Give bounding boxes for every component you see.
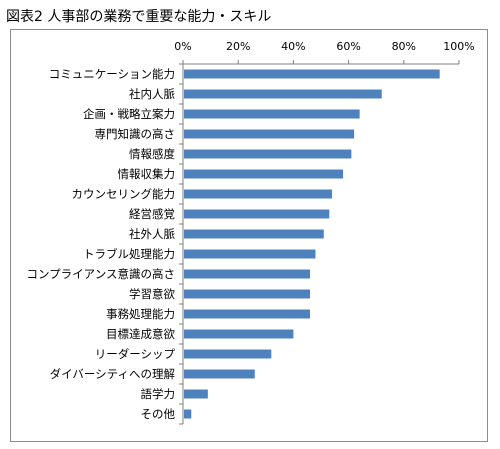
bar [184,249,316,259]
bar [184,149,352,159]
category-label: カウンセリング能力 [72,187,176,201]
category-label: 学習意欲 [129,287,175,301]
category-label: 目標達成意欲 [106,327,175,341]
bar [184,369,255,379]
bar [184,229,324,239]
bar [184,409,192,419]
bar [184,349,272,359]
bar [184,329,294,339]
category-label: その他 [141,407,176,421]
bar [184,109,360,119]
x-tick-label: 100% [443,40,474,53]
bar [184,69,440,79]
bar [184,89,382,99]
x-tick-label: 0% [174,40,191,53]
x-tick-label: 80% [392,40,416,53]
category-label: リーダーシップ [95,347,176,361]
category-label: 経営感覚 [129,207,175,221]
x-tick-label: 60% [336,40,360,53]
bar [184,189,333,199]
category-label: 企画・戦略立案力 [83,107,175,121]
category-label: コミュニケーション能力 [49,67,175,81]
category-label: 社外人脈 [129,227,175,241]
category-label: トラブル処理能力 [83,247,175,261]
category-label: ダイバーシティへの理解 [50,367,176,381]
bar [184,269,310,279]
category-label: コンプライアンス意識の高さ [27,267,175,281]
x-tick-label: 20% [226,40,250,53]
bar [184,309,310,319]
category-label: 語学力 [141,387,176,401]
category-label: 事務処理能力 [106,307,175,321]
bar [184,289,310,299]
category-label: 専門知識の高さ [95,127,176,141]
category-label: 情報収集力 [118,167,176,181]
category-label: 情報感度 [129,147,175,161]
category-label: 社内人脈 [129,87,175,101]
bar [184,169,344,179]
chart-title: 図表2 人事部の業務で重要な能力・スキル [6,9,272,25]
bar [184,209,330,219]
x-tick-label: 40% [281,40,305,53]
bar [184,389,208,399]
chart-border [10,29,488,442]
bar [184,129,355,139]
